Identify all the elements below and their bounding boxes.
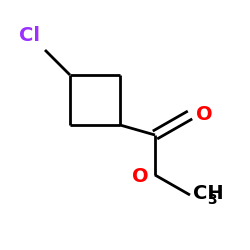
Text: CH: CH xyxy=(192,184,223,203)
Text: 3: 3 xyxy=(207,192,217,206)
Text: O: O xyxy=(132,167,149,186)
Text: O: O xyxy=(196,106,213,124)
Text: Cl: Cl xyxy=(19,26,40,45)
